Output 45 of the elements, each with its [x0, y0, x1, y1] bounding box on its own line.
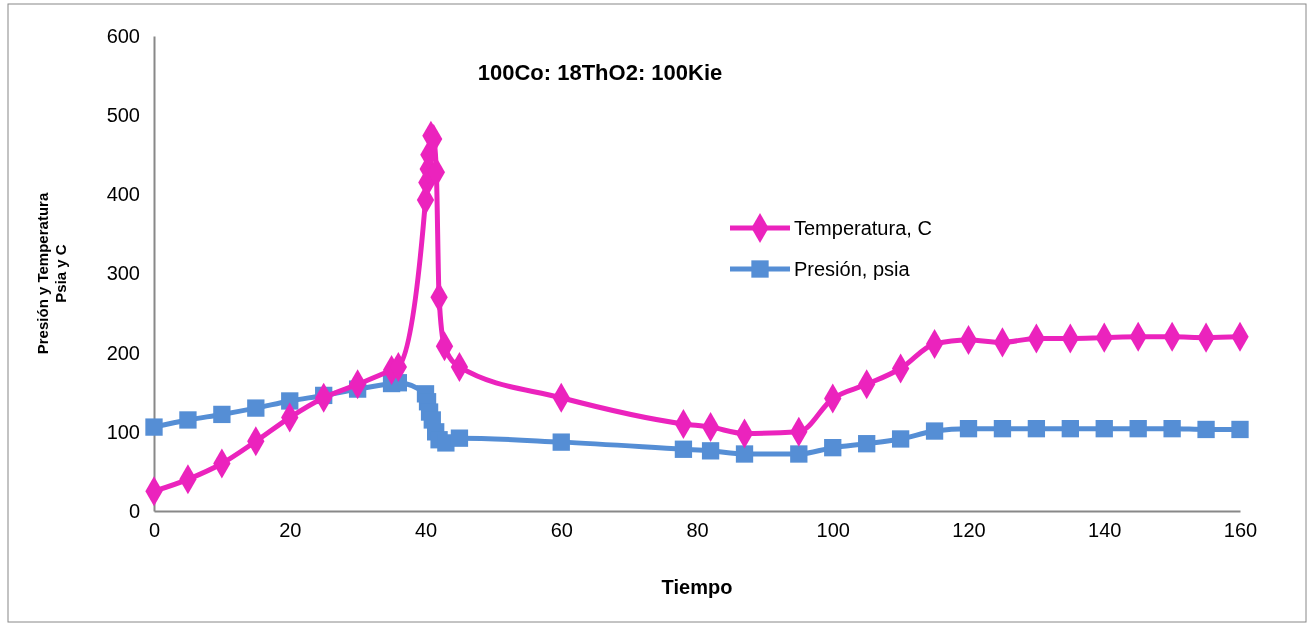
point: [959, 420, 978, 438]
y-tick-label: 500: [106, 104, 140, 127]
point: [281, 392, 299, 410]
point: [858, 435, 876, 453]
y-tick-label: 400: [106, 183, 140, 206]
y-tick-label: 600: [106, 24, 140, 47]
point: [790, 445, 808, 463]
x-tick-label: 0: [148, 519, 161, 542]
point: [1027, 420, 1046, 438]
point: [213, 405, 231, 424]
point: [891, 430, 910, 448]
point: [993, 420, 1012, 438]
x-tick-label: 40: [414, 519, 438, 542]
text: 100Co: 18ThO2: 100Kie: [477, 60, 723, 85]
y-tick-label: 0: [128, 499, 140, 522]
point: [1163, 420, 1181, 438]
legend-label: Presión, psia: [794, 258, 911, 280]
point: [824, 439, 842, 457]
x-tick-label: 20: [279, 519, 302, 542]
point: [1095, 420, 1113, 438]
x-tick-label: 60: [550, 519, 573, 542]
point: [450, 429, 469, 447]
point: [735, 445, 754, 463]
point: [1197, 420, 1215, 439]
point: [674, 440, 693, 458]
x-tick-label: 140: [1088, 519, 1122, 542]
x-tick-label: 160: [1223, 519, 1258, 542]
x-axis-title: Tiempo: [661, 576, 733, 598]
x-tick-label: 80: [686, 519, 709, 542]
point: [925, 422, 944, 440]
point: [1231, 420, 1249, 439]
y-tick-label: 200: [106, 341, 140, 364]
point: [701, 442, 720, 460]
y-axis-title: Presión y Temperatura Psia y C: [34, 192, 69, 355]
point: [552, 433, 570, 451]
point: [1061, 420, 1079, 438]
point: [247, 399, 265, 417]
point: [1129, 420, 1147, 438]
point: [145, 418, 163, 436]
x-tick-label: 100: [816, 519, 850, 542]
legend-label: Temperatura, C: [794, 217, 932, 239]
point: [179, 411, 197, 429]
y-tick-label: 100: [106, 420, 140, 443]
x-tick-label: 120: [952, 519, 986, 542]
y-tick-label: 300: [106, 262, 140, 285]
